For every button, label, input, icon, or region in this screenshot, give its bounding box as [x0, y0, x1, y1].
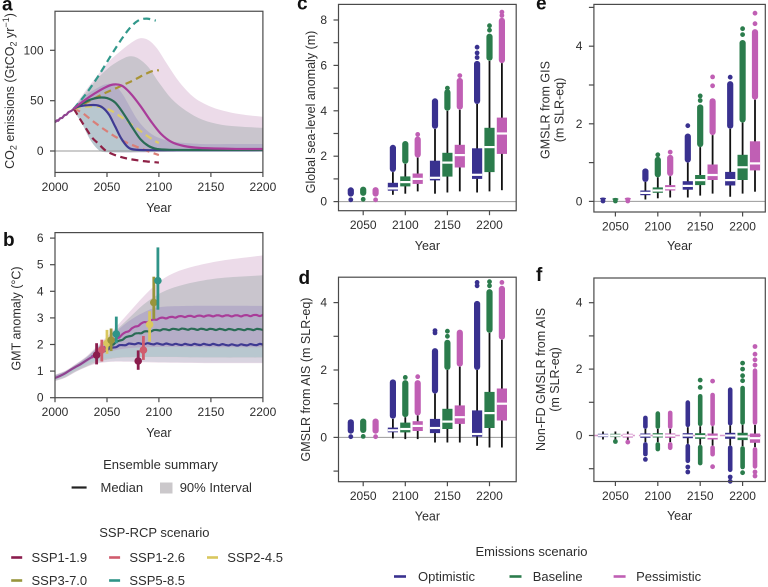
svg-text:2100: 2100 — [146, 180, 173, 194]
svg-text:d: d — [299, 268, 311, 289]
svg-text:Global sea-level anomaly (m): Global sea-level anomaly (m) — [304, 31, 318, 194]
svg-text:2: 2 — [576, 362, 583, 376]
svg-text:2150: 2150 — [687, 489, 714, 503]
svg-text:c: c — [297, 0, 308, 15]
svg-text:SSP2-4.5: SSP2-4.5 — [227, 550, 283, 565]
svg-text:2000: 2000 — [42, 405, 69, 419]
svg-text:SSP-RCP scenario: SSP-RCP scenario — [99, 525, 209, 540]
svg-text:4: 4 — [37, 284, 44, 298]
svg-text:2050: 2050 — [602, 489, 629, 503]
svg-text:2000: 2000 — [42, 180, 69, 194]
svg-text:2200: 2200 — [476, 218, 503, 232]
svg-text:Year: Year — [415, 239, 440, 253]
svg-text:2050: 2050 — [602, 220, 629, 234]
svg-text:b: b — [3, 230, 15, 251]
svg-text:2100: 2100 — [644, 220, 671, 234]
svg-text:4: 4 — [320, 296, 327, 310]
svg-text:GMT anomaly (°C): GMT anomaly (°C) — [10, 266, 24, 370]
svg-text:2: 2 — [37, 338, 44, 352]
svg-text:Emissions scenario: Emissions scenario — [476, 544, 588, 559]
svg-text:Non-FD GMSLR from AIS: Non-FD GMSLR from AIS — [534, 308, 548, 451]
svg-text:3: 3 — [37, 311, 44, 325]
svg-text:SSP5-8.5: SSP5-8.5 — [129, 573, 185, 587]
svg-text:2150: 2150 — [687, 220, 714, 234]
svg-text:Pessimistic: Pessimistic — [636, 569, 702, 584]
svg-text:Year: Year — [146, 426, 171, 440]
svg-text:GMSLR from GIS: GMSLR from GIS — [539, 61, 553, 159]
svg-text:2050: 2050 — [350, 489, 377, 503]
svg-text:a: a — [2, 0, 13, 16]
svg-text:100: 100 — [23, 43, 43, 57]
svg-text:0: 0 — [576, 429, 583, 443]
svg-text:(m SLR-eq): (m SLR-eq) — [553, 78, 567, 143]
svg-text:CO2 emissions (GtCO2 yr−1): CO2 emissions (GtCO2 yr−1) — [1, 13, 19, 169]
svg-text:8: 8 — [320, 13, 327, 27]
svg-text:2: 2 — [320, 149, 327, 163]
svg-text:2: 2 — [320, 363, 327, 377]
svg-text:0: 0 — [320, 195, 327, 209]
svg-text:0: 0 — [320, 430, 327, 444]
svg-text:Year: Year — [146, 201, 171, 215]
svg-text:2100: 2100 — [644, 489, 671, 503]
svg-text:2150: 2150 — [434, 489, 461, 503]
svg-text:2050: 2050 — [94, 405, 121, 419]
svg-text:2200: 2200 — [729, 489, 756, 503]
svg-text:1: 1 — [37, 364, 44, 378]
svg-text:2200: 2200 — [250, 180, 277, 194]
svg-text:4: 4 — [576, 296, 583, 310]
svg-text:2: 2 — [576, 117, 583, 131]
svg-text:(m SLR-eq): (m SLR-eq) — [548, 347, 562, 412]
svg-text:50: 50 — [30, 94, 44, 108]
svg-text:Ensemble summary: Ensemble summary — [103, 457, 218, 472]
svg-text:6: 6 — [320, 58, 327, 72]
svg-text:2050: 2050 — [350, 218, 377, 232]
svg-text:0: 0 — [576, 194, 583, 208]
svg-text:SSP1-1.9: SSP1-1.9 — [32, 550, 88, 565]
svg-text:GMSLR from AIS (m SLR-eq): GMSLR from AIS (m SLR-eq) — [299, 298, 313, 462]
svg-text:Year: Year — [667, 239, 692, 253]
svg-text:2050: 2050 — [94, 180, 121, 194]
svg-text:4: 4 — [320, 104, 327, 118]
svg-text:Baseline: Baseline — [533, 569, 583, 584]
svg-text:2100: 2100 — [392, 489, 419, 503]
svg-text:0: 0 — [37, 144, 44, 158]
svg-text:e: e — [536, 0, 547, 15]
svg-text:2200: 2200 — [476, 489, 503, 503]
svg-text:5: 5 — [37, 258, 44, 272]
svg-text:6: 6 — [37, 231, 44, 245]
svg-text:SSP1-2.6: SSP1-2.6 — [129, 550, 185, 565]
svg-text:2150: 2150 — [434, 218, 461, 232]
svg-text:90% Interval: 90% Interval — [180, 480, 252, 495]
svg-text:2100: 2100 — [146, 405, 173, 419]
svg-text:SSP3-7.0: SSP3-7.0 — [32, 573, 88, 587]
svg-text:2200: 2200 — [729, 220, 756, 234]
svg-text:Year: Year — [667, 509, 692, 523]
svg-text:Optimistic: Optimistic — [418, 569, 476, 584]
svg-text:2150: 2150 — [198, 405, 225, 419]
svg-text:Year: Year — [415, 510, 440, 524]
svg-text:2100: 2100 — [392, 218, 419, 232]
svg-text:Median: Median — [101, 480, 144, 495]
svg-text:f: f — [536, 265, 543, 286]
svg-text:0: 0 — [37, 391, 44, 405]
svg-text:2200: 2200 — [250, 405, 277, 419]
svg-text:4: 4 — [576, 39, 583, 53]
svg-text:2150: 2150 — [198, 180, 225, 194]
